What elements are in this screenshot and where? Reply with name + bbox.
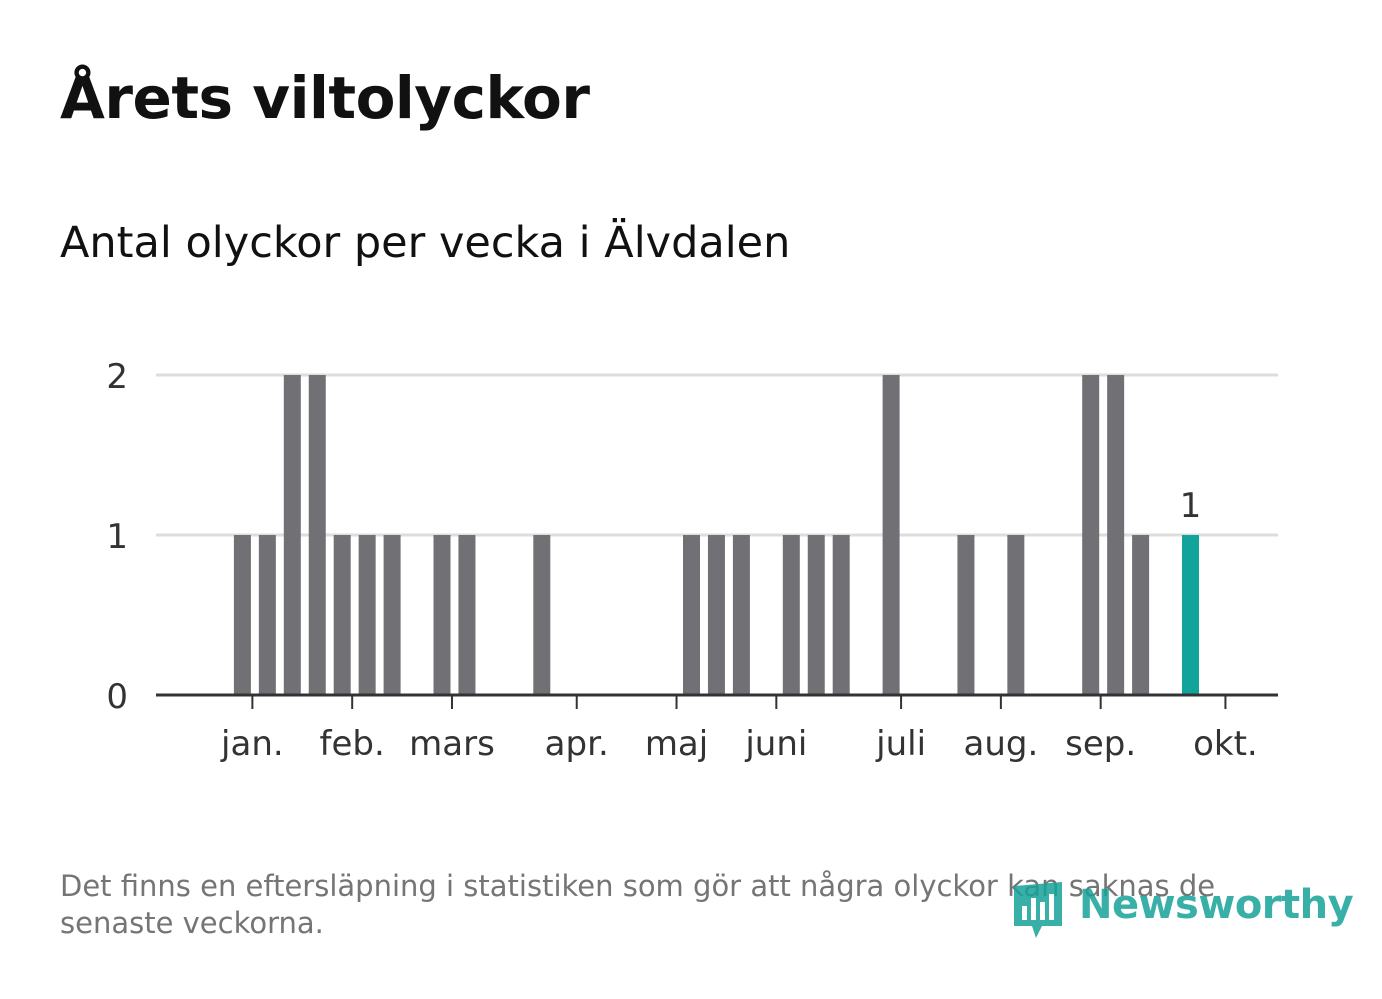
bar — [333, 535, 351, 695]
x-tick-label: apr. — [545, 724, 609, 764]
x-tick-label: juni — [744, 724, 807, 764]
chart-subtitle: Antal olyckor per vecka i Älvdalen — [60, 218, 791, 268]
bar — [433, 535, 451, 695]
bar — [807, 535, 825, 695]
x-tick-label: okt. — [1193, 724, 1258, 764]
bar — [832, 535, 850, 695]
y-tick-label: 0 — [106, 677, 128, 717]
bar — [683, 535, 700, 695]
x-tick-label: maj — [645, 724, 708, 764]
bar — [383, 535, 401, 695]
bar — [458, 535, 476, 695]
x-tick-label: juli — [875, 724, 926, 764]
x-tick-label: aug. — [963, 724, 1038, 764]
x-tick-label: sep. — [1065, 724, 1136, 764]
bar — [957, 535, 975, 695]
bar-latest-week — [1182, 535, 1199, 695]
bar — [258, 535, 276, 695]
bar — [1107, 375, 1125, 695]
bar — [358, 535, 376, 695]
bar — [782, 535, 800, 695]
bar — [707, 535, 725, 695]
chart-title: Årets viltolyckor — [60, 64, 590, 132]
x-tick-label: mars — [409, 724, 495, 764]
axes: 0 1 2 jan. feb. mars apr. maj juni juli aug. sep. ok… — [106, 357, 1278, 764]
x-tick-label: feb. — [320, 724, 385, 764]
bar — [308, 375, 326, 695]
x-tick-label: jan. — [220, 724, 284, 764]
bars: 1 — [233, 375, 1202, 695]
bar — [533, 535, 551, 695]
bar — [1132, 535, 1150, 695]
bar — [1007, 535, 1025, 695]
bar — [882, 375, 900, 695]
bar — [1082, 375, 1100, 695]
y-tick-label: 1 — [106, 517, 128, 557]
y-tick-label: 2 — [106, 357, 128, 397]
bar — [732, 535, 750, 695]
newsworthy-logo-icon — [1014, 882, 1062, 938]
latest-value-label: 1 — [1180, 486, 1202, 526]
brand-name: Newsworthy — [1079, 882, 1354, 928]
bar — [233, 535, 251, 695]
newsworthy-logo: Newsworthy — [1012, 880, 1354, 942]
bar — [283, 375, 301, 695]
